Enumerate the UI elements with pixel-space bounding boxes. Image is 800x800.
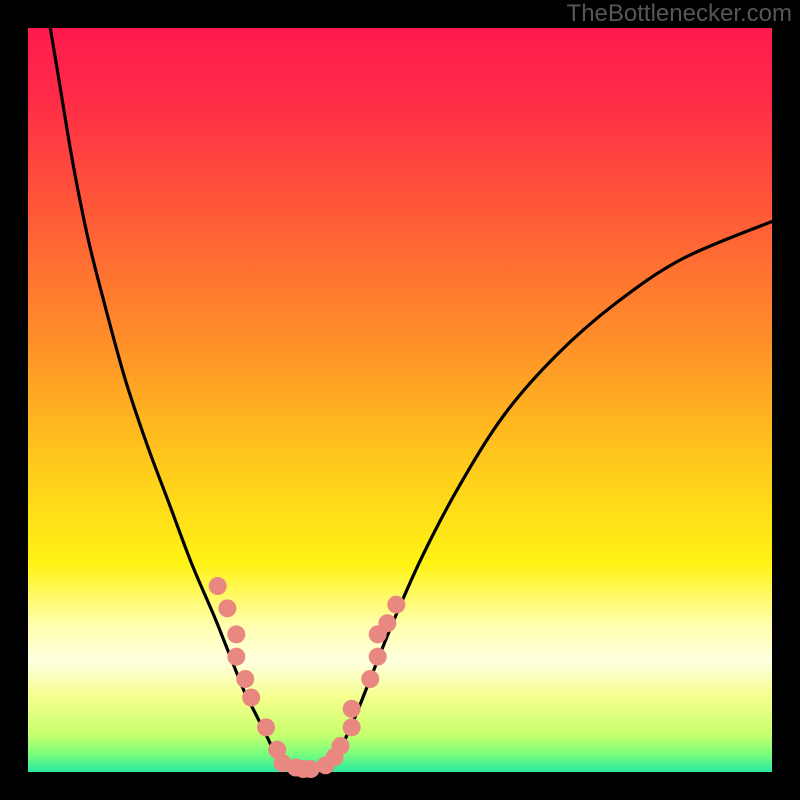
data-marker — [343, 718, 361, 736]
data-marker — [378, 614, 396, 632]
plot-background — [28, 28, 772, 772]
data-marker — [242, 689, 260, 707]
data-marker — [387, 596, 405, 614]
data-marker — [236, 670, 254, 688]
watermark-text: TheBottlenecker.com — [567, 0, 792, 28]
bottleneck-chart — [0, 0, 800, 800]
data-marker — [369, 648, 387, 666]
data-marker — [227, 648, 245, 666]
data-marker — [343, 700, 361, 718]
data-marker — [361, 670, 379, 688]
chart-frame: TheBottlenecker.com — [0, 0, 800, 800]
data-marker — [218, 599, 236, 617]
data-marker — [227, 625, 245, 643]
data-marker — [331, 737, 349, 755]
data-marker — [257, 718, 275, 736]
data-marker — [209, 577, 227, 595]
